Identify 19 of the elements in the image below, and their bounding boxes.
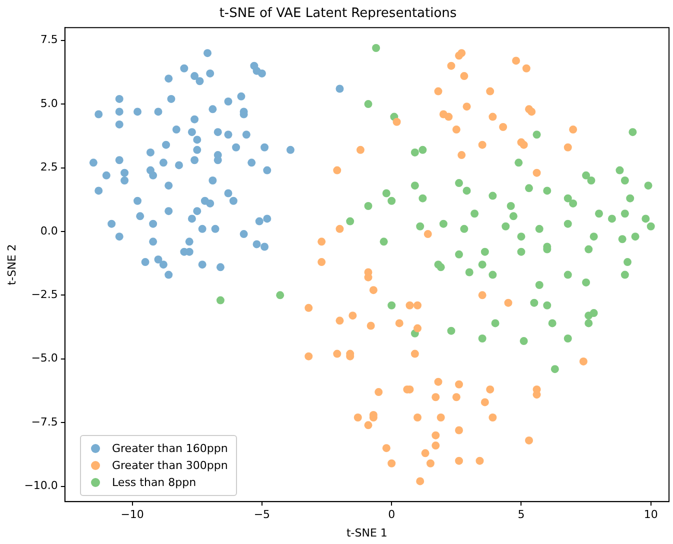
y-tick-label: 2.5 [40, 160, 58, 174]
x-tick-label: 5 [518, 508, 525, 522]
x-axis-title: t-SNE 1 [346, 526, 388, 540]
y-tick-label: −5.0 [31, 352, 58, 365]
y-tick-label: −7.5 [31, 415, 58, 428]
y-tick-label: 5.0 [40, 96, 58, 110]
y-tick-label: 0.0 [40, 224, 58, 238]
chart-title: t-SNE of VAE Latent Representations [219, 6, 457, 22]
x-tick-label: −10 [120, 508, 144, 522]
legend-label: Greater than 160ppn [112, 442, 228, 455]
y-tick-label: −10.0 [24, 479, 58, 492]
x-tick-label: −5 [254, 508, 270, 522]
legend-label: Less than 8ppn [112, 476, 196, 489]
x-tick-label: 10 [644, 508, 658, 522]
x-tick-label: 0 [388, 508, 396, 522]
y-tick-label: −2.5 [31, 288, 58, 302]
y-tick-label: 7.5 [40, 33, 58, 46]
y-axis-title: t-SNE 2 [5, 244, 18, 286]
legend-label: Greater than 300ppn [112, 459, 228, 472]
